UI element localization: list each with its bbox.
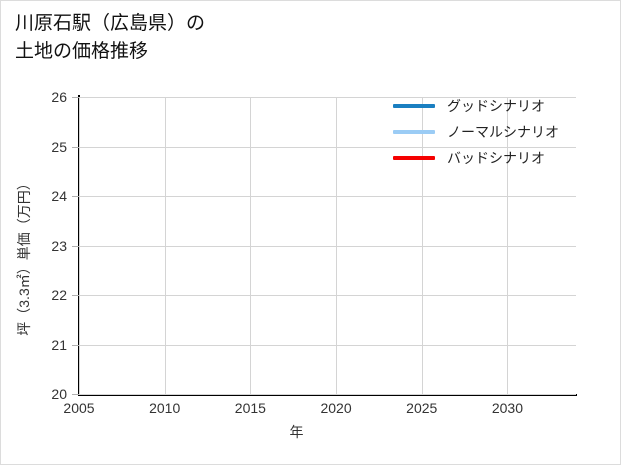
gridline-vertical: [507, 97, 508, 394]
y-axis-tick-label: 21: [51, 336, 67, 353]
plot-area: [79, 97, 576, 395]
plot-background: [79, 97, 576, 394]
x-axis-label: 年: [289, 424, 304, 440]
x-axis-tick-label: 2020: [320, 400, 352, 416]
page-title: 川原石駅（広島県）の 土地の価格推移: [15, 13, 206, 62]
legend-item-label: バッドシナリオ: [447, 150, 545, 166]
legend-color-swatch: [393, 104, 435, 108]
gridline-horizontal: [79, 295, 576, 296]
legend-item[interactable]: グッドシナリオ: [393, 93, 598, 119]
y-axis-tick-mark: [72, 97, 79, 98]
y-axis-tick-labels: 20 21 22 23 24 25 26: [23, 1, 67, 466]
y-axis-tick-mark: [72, 295, 79, 296]
x-axis-tick-label: 2030: [491, 400, 524, 416]
x-axis-line: [78, 394, 577, 396]
x-axis-tick-label: 2005: [63, 400, 95, 416]
gridline-horizontal: [79, 147, 576, 148]
chart-legend: グッドシナリオ ノーマルシナリオ バッドシナリオ: [393, 93, 598, 171]
legend-item-label: ノーマルシナリオ: [447, 124, 559, 140]
y-axis-tick-mark: [72, 394, 79, 395]
legend-color-swatch: [393, 130, 435, 134]
gridline-vertical: [165, 97, 166, 394]
legend-item[interactable]: バッドシナリオ: [393, 145, 598, 171]
y-axis-tick-mark: [72, 196, 79, 197]
gridline-vertical: [250, 97, 251, 394]
gridline-horizontal: [79, 345, 576, 346]
x-axis-tick-label: 2025: [406, 400, 438, 416]
gridline-horizontal: [79, 246, 576, 247]
x-axis-tick-label: 2015: [234, 400, 266, 416]
y-axis-tick-label: 23: [51, 237, 67, 254]
legend-color-swatch: [393, 156, 435, 160]
legend-item[interactable]: ノーマルシナリオ: [393, 119, 598, 145]
y-axis-tick-label: 24: [51, 188, 67, 204]
y-axis-tick-mark: [72, 245, 79, 247]
gridline-vertical: [79, 97, 80, 394]
y-axis-tick-label: 26: [51, 89, 67, 105]
gridline-horizontal: [79, 394, 576, 395]
gridline-vertical: [336, 97, 337, 394]
y-axis-tick-label: 20: [51, 386, 67, 402]
gridline-horizontal: [79, 196, 576, 197]
gridline-horizontal: [79, 97, 576, 98]
gridline-vertical: [422, 97, 423, 394]
y-axis-tick-mark: [72, 146, 79, 148]
y-axis-tick-label: 25: [51, 138, 67, 155]
y-axis-tick-label: 22: [51, 287, 67, 303]
x-axis-tick-label: 2010: [149, 400, 181, 416]
legend-item-label: グッドシナリオ: [447, 98, 545, 114]
y-axis-tick-mark: [72, 344, 79, 346]
